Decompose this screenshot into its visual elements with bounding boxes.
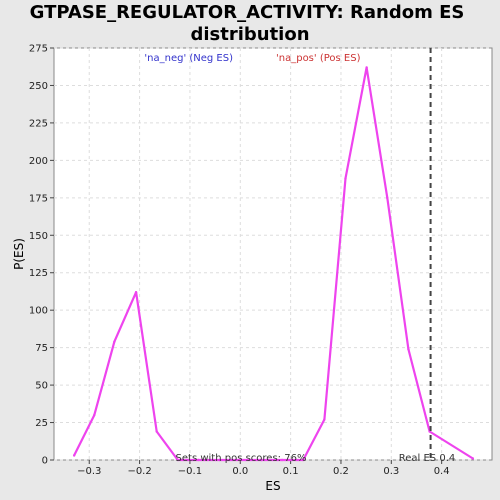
data-point — [302, 458, 305, 462]
data-point — [176, 458, 180, 462]
series-group — [72, 66, 475, 462]
x-tick-label: −0.3 — [77, 466, 101, 477]
data-point — [260, 458, 263, 462]
x-tick-label: −0.2 — [127, 466, 151, 477]
y-tick-label: 0 — [42, 456, 48, 467]
data-point — [197, 458, 200, 462]
data-point — [323, 418, 326, 421]
data-point — [93, 413, 96, 417]
y-tick-label: 50 — [35, 381, 48, 392]
y-tick-label: 75 — [35, 343, 48, 354]
x-tick-label: 0.3 — [383, 466, 399, 477]
legend-pos: 'na_pos' (Pos ES) — [276, 53, 361, 64]
data-point — [72, 454, 76, 457]
x-tick-label: 0.1 — [283, 466, 299, 477]
data-point — [365, 66, 368, 69]
y-tick-label: 100 — [29, 306, 48, 317]
y-axis-ticks: 0 25 50 75 100 125 150 175 200 225 250 275 — [29, 44, 54, 467]
x-tick-label: 0.2 — [333, 466, 349, 477]
y-axis-label: P(ES) — [12, 238, 26, 270]
y-tick-label: 200 — [29, 156, 48, 167]
x-tick-label: −0.1 — [178, 466, 202, 477]
y-tick-label: 225 — [29, 118, 48, 129]
x-axis-ticks: −0.3 −0.2 −0.1 0.0 0.1 0.2 0.3 0.4 — [77, 460, 450, 477]
y-tick-label: 175 — [29, 193, 48, 204]
plot-area — [53, 47, 493, 461]
data-point — [239, 458, 242, 462]
y-tick-label: 150 — [29, 231, 48, 242]
chart-title-line-2: distribution — [190, 24, 309, 45]
data-point — [218, 458, 221, 462]
data-point — [386, 196, 389, 200]
x-tick-label: 0.0 — [232, 466, 248, 477]
data-point — [407, 347, 410, 351]
grid-lines — [54, 47, 492, 461]
chart-title-line-1: GTPASE_REGULATOR_ACTIVITY: Random ES — [30, 2, 465, 23]
data-point — [113, 340, 116, 343]
y-tick-label: 250 — [29, 81, 48, 92]
legend-neg: 'na_neg' (Neg ES) — [144, 53, 233, 64]
pos-scores-annotation: Sets with pos scores: 76% — [176, 453, 307, 464]
data-point — [134, 291, 138, 294]
y-tick-label: 25 — [35, 418, 48, 429]
real-es-annotation: Real ES 0.4 — [399, 453, 455, 464]
data-point — [344, 177, 347, 180]
x-axis-label: ES — [265, 479, 280, 493]
data-point — [155, 430, 158, 433]
x-tick-label: 0.4 — [434, 466, 450, 477]
y-tick-label: 125 — [29, 268, 48, 279]
data-point — [280, 458, 284, 462]
data-point — [471, 457, 475, 460]
y-tick-label: 275 — [29, 44, 48, 55]
